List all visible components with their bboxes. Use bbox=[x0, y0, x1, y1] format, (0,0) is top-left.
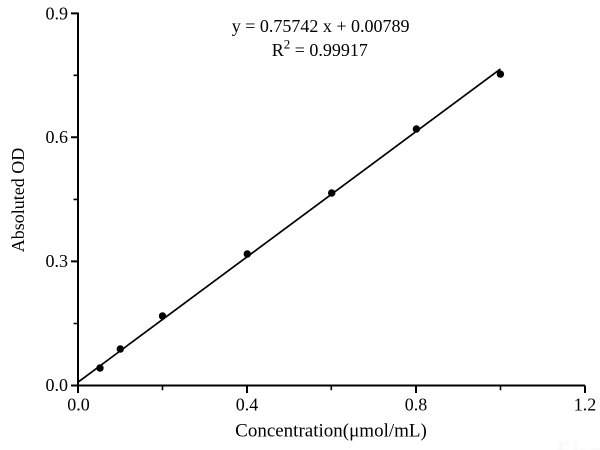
svg-text:R2 = 0.99917: R2 = 0.99917 bbox=[272, 37, 368, 61]
svg-text:Absoluted OD: Absoluted OD bbox=[8, 148, 28, 253]
svg-text:0.8: 0.8 bbox=[405, 395, 428, 415]
svg-text:0.3: 0.3 bbox=[46, 251, 69, 271]
svg-text:y = 0.75742 x + 0.00789: y = 0.75742 x + 0.00789 bbox=[232, 16, 410, 36]
svg-text:0.4: 0.4 bbox=[236, 395, 259, 415]
svg-text:1.2: 1.2 bbox=[574, 395, 597, 415]
svg-text:0.6: 0.6 bbox=[46, 127, 69, 147]
svg-text:Else: Else bbox=[556, 437, 600, 450]
svg-text:0.0: 0.0 bbox=[67, 395, 90, 415]
svg-text:0.9: 0.9 bbox=[46, 4, 69, 24]
svg-text:0.0: 0.0 bbox=[46, 375, 69, 395]
svg-text:Concentration(μmol/mL): Concentration(μmol/mL) bbox=[235, 421, 427, 442]
